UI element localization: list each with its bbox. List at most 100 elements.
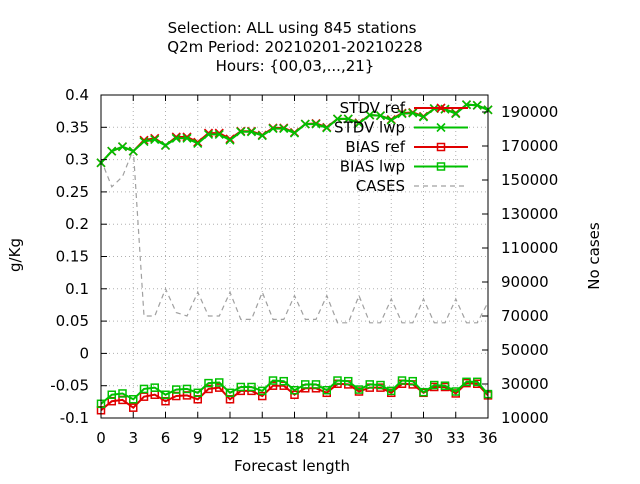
data-point — [333, 376, 342, 385]
x-tick-label: 12 — [220, 429, 239, 447]
data-point — [258, 386, 267, 396]
y2-tick-label: 190000 — [501, 103, 558, 121]
data-point — [279, 124, 289, 134]
data-point — [322, 123, 332, 133]
data-point — [171, 133, 181, 143]
data-point — [204, 384, 213, 394]
y-axis-label: g/Kg — [6, 238, 24, 272]
data-point — [236, 127, 246, 137]
data-point — [397, 109, 407, 119]
y-tick-label: 0 — [79, 344, 89, 362]
data-point — [430, 380, 439, 390]
data-point — [408, 108, 418, 118]
data-point — [225, 388, 235, 398]
data-point — [257, 131, 267, 141]
chart-title-line-3: Hours: {00,03,...,21} — [216, 57, 375, 75]
legend-marker — [436, 103, 446, 113]
data-point — [139, 392, 149, 401]
data-point — [182, 133, 192, 143]
y-tick-label: 0.2 — [65, 215, 89, 233]
plot-border — [100, 94, 489, 419]
y2-tick-label: 90000 — [501, 273, 549, 291]
series-line — [100, 379, 489, 405]
data-point — [408, 376, 417, 386]
x-tick-label: 24 — [349, 429, 368, 447]
data-point — [440, 381, 450, 390]
data-point — [376, 380, 385, 390]
data-point — [375, 111, 386, 121]
data-point — [225, 134, 235, 144]
series-bias-lwp — [96, 376, 493, 409]
data-point — [129, 395, 138, 404]
y2-tick-label: 110000 — [501, 239, 558, 257]
data-point — [172, 385, 181, 394]
data-point — [247, 382, 256, 392]
data-point — [344, 376, 353, 386]
axes: 0 3 6 9 12 15 18 21 24 27 30 33 360.40.350.30.250.20… — [50, 86, 558, 447]
data-point — [129, 403, 138, 412]
y-tick-label: 0.15 — [56, 248, 89, 266]
data-point — [193, 138, 203, 149]
data-point — [451, 109, 461, 119]
y2-tick-label: 30000 — [501, 375, 549, 393]
data-point — [128, 146, 138, 156]
y2-tick-label: 10000 — [501, 409, 549, 427]
data-point — [354, 118, 364, 128]
legend-label: BIAS ref — [345, 138, 405, 156]
x-tick-label: 30 — [414, 429, 433, 447]
x-tick-label: 27 — [382, 429, 401, 447]
x-tick-label: 0 — [96, 429, 106, 447]
x-axis-label: Forecast length — [234, 457, 350, 475]
data-point — [268, 124, 278, 134]
y2-tick-label: 70000 — [501, 307, 549, 325]
data-point — [258, 391, 267, 401]
legend-marker — [436, 162, 446, 171]
x-tick-label: 3 — [128, 429, 138, 447]
y2-axis-label: No cases — [585, 222, 603, 290]
data-point — [473, 377, 482, 387]
data-point — [193, 388, 202, 398]
y-tick-label: 0.4 — [65, 86, 89, 104]
legend-label: STDV ref — [340, 99, 406, 117]
data-point — [311, 380, 321, 389]
y-tick-label: 0.1 — [65, 280, 89, 298]
data-point — [107, 390, 116, 399]
data-point — [139, 384, 149, 394]
chart-title: Selection: ALL using 845 stations Q2m Pe… — [167, 19, 422, 75]
y-tick-label: 0.3 — [65, 151, 89, 169]
data-point — [301, 380, 310, 389]
data-point — [204, 378, 213, 388]
x-tick-label: 9 — [193, 429, 203, 447]
data-point — [150, 135, 160, 145]
data-point — [365, 110, 375, 120]
data-point — [332, 114, 343, 124]
data-point — [215, 383, 224, 392]
y-tick-label: -0.1 — [60, 409, 89, 427]
legend-label: CASES — [356, 177, 405, 195]
y-tick-label: 0.35 — [56, 118, 89, 136]
data-point — [365, 380, 374, 389]
data-point — [311, 119, 321, 129]
plot-area — [96, 100, 493, 415]
x-tick-label: 6 — [161, 429, 171, 447]
y2-tick-label: 170000 — [501, 137, 558, 155]
data-point — [279, 376, 288, 386]
legend-marker — [436, 122, 446, 133]
data-point — [161, 390, 170, 399]
data-point — [118, 389, 127, 398]
data-point — [343, 114, 353, 124]
data-point — [387, 386, 396, 396]
data-point — [246, 127, 257, 137]
series-line — [100, 149, 489, 324]
y-tick-label: 0.25 — [56, 183, 89, 201]
data-point — [419, 387, 428, 397]
data-point — [236, 382, 245, 392]
data-point — [182, 384, 192, 394]
data-point — [300, 119, 310, 129]
y2-tick-label: 150000 — [501, 171, 558, 189]
y-tick-label: 0.05 — [56, 312, 89, 330]
data-point — [268, 376, 278, 385]
x-tick-label: 18 — [285, 429, 304, 447]
